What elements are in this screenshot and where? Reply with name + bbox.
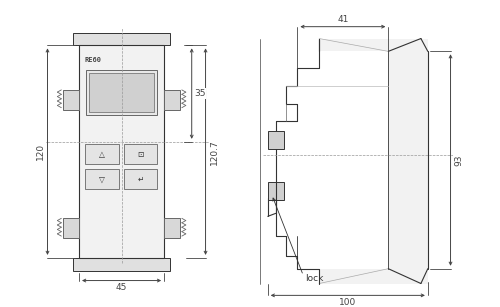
Bar <box>85 169 118 189</box>
Circle shape <box>134 37 140 42</box>
Circle shape <box>85 261 91 266</box>
Text: 93: 93 <box>454 154 463 166</box>
Circle shape <box>144 261 150 266</box>
Bar <box>268 182 283 200</box>
Text: RE60: RE60 <box>84 57 101 63</box>
Circle shape <box>85 37 91 42</box>
Circle shape <box>154 261 160 266</box>
Circle shape <box>124 261 130 266</box>
Bar <box>268 131 283 149</box>
Bar <box>124 169 157 189</box>
Circle shape <box>154 37 160 42</box>
Bar <box>73 33 170 45</box>
Text: 120: 120 <box>36 143 45 160</box>
Circle shape <box>76 261 81 266</box>
Text: 45: 45 <box>116 283 128 292</box>
Bar <box>164 90 180 110</box>
Bar <box>64 90 79 110</box>
Text: △: △ <box>99 150 105 159</box>
Text: ↵: ↵ <box>137 174 143 183</box>
Text: 100: 100 <box>339 298 356 307</box>
Circle shape <box>124 37 130 42</box>
Circle shape <box>105 261 110 266</box>
Bar <box>124 144 157 164</box>
Text: 35: 35 <box>194 89 205 98</box>
Circle shape <box>95 261 100 266</box>
Circle shape <box>95 37 100 42</box>
Bar <box>85 144 118 164</box>
Circle shape <box>105 37 110 42</box>
Bar <box>164 218 180 238</box>
Circle shape <box>115 261 120 266</box>
Text: ▽: ▽ <box>99 174 105 183</box>
Polygon shape <box>319 38 428 283</box>
Text: 120.7: 120.7 <box>210 139 219 165</box>
Circle shape <box>144 37 150 42</box>
Text: 41: 41 <box>337 15 348 24</box>
Circle shape <box>76 37 81 42</box>
Circle shape <box>134 261 140 266</box>
Bar <box>79 45 164 258</box>
Bar <box>86 70 157 115</box>
Text: ⊡: ⊡ <box>137 150 143 159</box>
Bar <box>89 73 154 112</box>
Bar <box>73 258 170 271</box>
Circle shape <box>115 37 120 42</box>
Circle shape <box>150 55 154 60</box>
Bar <box>64 218 79 238</box>
Text: lock: lock <box>306 274 324 283</box>
